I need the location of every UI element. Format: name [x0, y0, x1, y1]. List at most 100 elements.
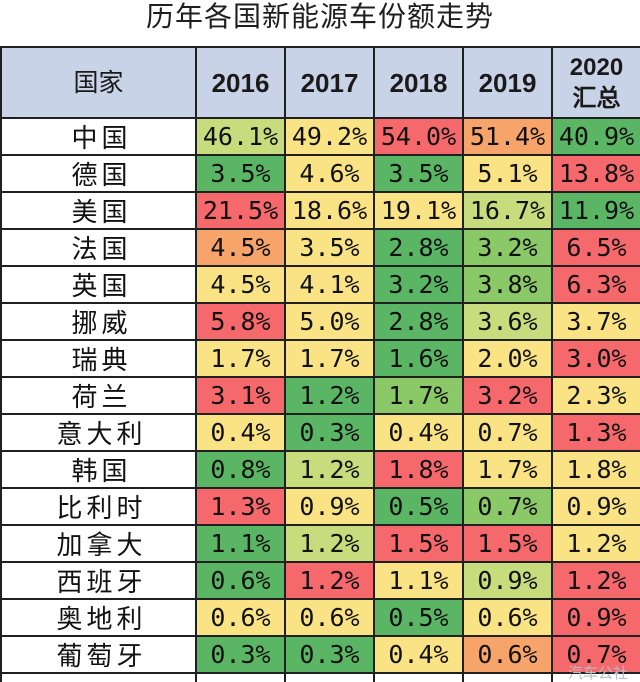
share-value-cell: 13.8% [553, 156, 640, 193]
share-value-cell: 0.6% [464, 637, 553, 674]
share-value-cell: 4.5% [197, 267, 286, 304]
country-cell: 意大利 [2, 415, 197, 452]
share-value-cell: 0.6% [464, 600, 553, 637]
share-value-cell: 1.2% [553, 563, 640, 600]
share-value-cell: 1.1% [197, 526, 286, 563]
share-value-cell: 0.5% [375, 489, 464, 526]
header-2019: 2019 [464, 48, 553, 119]
share-value-cell: 16.7% [464, 193, 553, 230]
country-cell: 韩国 [2, 452, 197, 489]
share-value-cell: 3.8% [464, 267, 553, 304]
share-value-cell: 1.8% [375, 452, 464, 489]
share-value-cell: 1.6% [375, 341, 464, 378]
country-cell: 德国 [2, 156, 197, 193]
share-value-cell: 21.5% [197, 193, 286, 230]
header-2020-total: 2020 汇总 [553, 48, 640, 119]
share-value-cell: 0.7% [553, 637, 640, 674]
country-cell: 荷兰 [2, 378, 197, 415]
share-value-cell: 3.2% [375, 267, 464, 304]
country-cell: 奥地利 [2, 600, 197, 637]
share-value-cell: 2.8% [375, 230, 464, 267]
share-value-cell: 3.0% [553, 341, 640, 378]
share-value-cell: 1.2% [286, 452, 375, 489]
country-cell: 法国 [2, 230, 197, 267]
country-cell: 加拿大 [2, 526, 197, 563]
share-value-cell: 0.3% [286, 415, 375, 452]
share-value-cell: 5.1% [464, 156, 553, 193]
country-cell: 比利时 [2, 489, 197, 526]
country-cell: 挪威 [2, 304, 197, 341]
share-value-cell: 1.7% [197, 341, 286, 378]
share-value-cell: 3.7% [553, 304, 640, 341]
share-value-cell: 18.6% [286, 193, 375, 230]
share-value-cell: 3.2% [464, 230, 553, 267]
share-value-cell: 0.9% [553, 600, 640, 637]
share-value-cell: 1.7% [464, 452, 553, 489]
share-value-cell: 2.8% [375, 304, 464, 341]
share-value-cell: 0.7% [464, 489, 553, 526]
share-value-cell: 1.7% [375, 378, 464, 415]
share-value-cell: 0.4% [375, 415, 464, 452]
page-title: 历年各国新能源车份额走势 [145, 0, 494, 33]
share-value-cell: 0.9% [286, 489, 375, 526]
table-cutoff-cell [375, 674, 464, 682]
share-value-cell: 1.2% [286, 378, 375, 415]
country-cell: 西班牙 [2, 563, 197, 600]
share-value-cell: 3.1% [197, 378, 286, 415]
share-value-cell: 0.5% [375, 600, 464, 637]
share-value-cell: 1.2% [286, 563, 375, 600]
share-value-cell: 0.9% [553, 489, 640, 526]
share-value-cell: 2.3% [553, 378, 640, 415]
country-cell: 美国 [2, 193, 197, 230]
share-table: 国家 2016 2017 2018 2019 2020 汇总 中国 46.1% 49… [0, 46, 640, 682]
share-value-cell: 0.3% [286, 637, 375, 674]
share-value-cell: 3.5% [286, 230, 375, 267]
share-value-cell: 0.4% [375, 637, 464, 674]
header-2017: 2017 [286, 48, 375, 119]
share-value-cell: 49.2% [286, 119, 375, 156]
share-value-cell: 4.1% [286, 267, 375, 304]
share-value-cell: 0.7% [464, 415, 553, 452]
share-value-cell: 46.1% [197, 119, 286, 156]
share-value-cell: 4.5% [197, 230, 286, 267]
share-value-cell: 0.4% [197, 415, 286, 452]
header-country: 国家 [2, 48, 197, 119]
share-value-cell: 3.2% [464, 378, 553, 415]
share-value-cell: 1.3% [197, 489, 286, 526]
country-cell: 瑞典 [2, 341, 197, 378]
country-cell: 英国 [2, 267, 197, 304]
share-value-cell: 0.9% [464, 563, 553, 600]
share-value-cell: 3.5% [197, 156, 286, 193]
share-value-cell: 1.2% [286, 526, 375, 563]
share-value-cell: 0.6% [197, 563, 286, 600]
header-2018: 2018 [375, 48, 464, 119]
table-cutoff-cell [2, 674, 197, 682]
share-value-cell: 0.3% [197, 637, 286, 674]
table-cutoff-cell [464, 674, 553, 682]
share-value-cell: 2.0% [464, 341, 553, 378]
share-value-cell: 4.6% [286, 156, 375, 193]
share-value-cell: 5.8% [197, 304, 286, 341]
share-value-cell: 54.0% [375, 119, 464, 156]
share-value-cell: 0.6% [286, 600, 375, 637]
share-value-cell: 1.3% [553, 415, 640, 452]
share-value-cell: 0.6% [197, 600, 286, 637]
share-value-cell: 1.7% [286, 341, 375, 378]
header-2016: 2016 [197, 48, 286, 119]
share-value-cell: 5.0% [286, 304, 375, 341]
share-value-cell: 1.5% [375, 526, 464, 563]
share-value-cell: 6.5% [553, 230, 640, 267]
share-value-cell: 0.8% [197, 452, 286, 489]
share-value-cell: 11.9% [553, 193, 640, 230]
share-value-cell: 1.5% [464, 526, 553, 563]
share-value-cell: 6.3% [553, 267, 640, 304]
share-value-cell: 1.8% [553, 452, 640, 489]
table-cutoff-cell [286, 674, 375, 682]
share-value-cell: 40.9% [553, 119, 640, 156]
country-cell: 中国 [2, 119, 197, 156]
country-cell: 葡萄牙 [2, 637, 197, 674]
share-value-cell: 1.2% [553, 526, 640, 563]
watermark: 汽车公社 [567, 664, 628, 682]
table-cutoff-cell [197, 674, 286, 682]
share-value-cell: 1.1% [375, 563, 464, 600]
